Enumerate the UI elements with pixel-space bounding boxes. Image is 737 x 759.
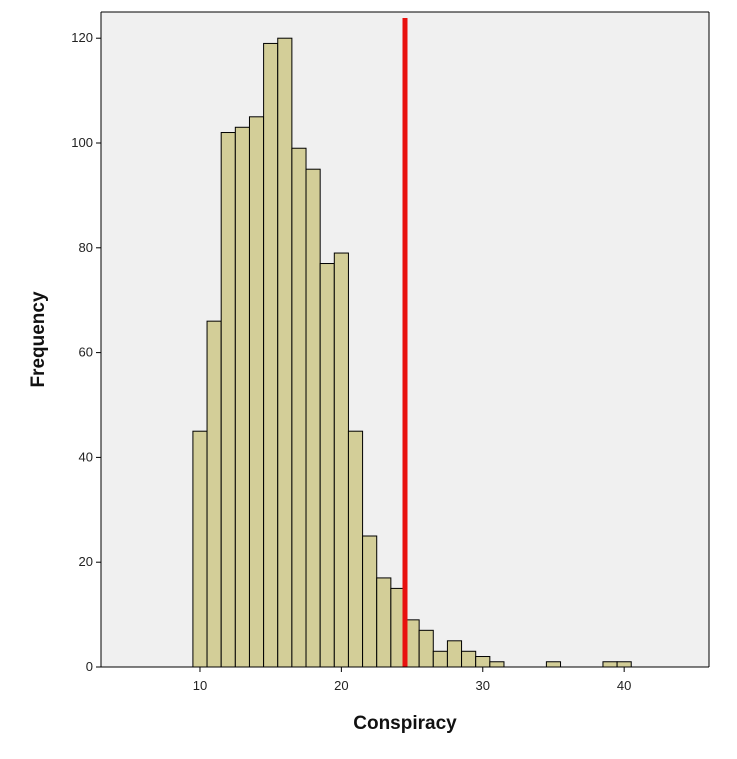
histogram-bar: [461, 650, 477, 668]
x-tick-label: 30: [476, 678, 490, 693]
y-axis-title: Frequency: [28, 291, 49, 388]
y-tick-label: 20: [79, 554, 93, 569]
y-tick-label: 120: [71, 30, 93, 45]
histogram-bar: [347, 430, 364, 668]
y-tick-label: 80: [79, 240, 93, 255]
histogram-bar: [220, 132, 236, 668]
histogram-bar: [333, 252, 349, 668]
histogram-bar: [305, 168, 321, 668]
histogram-bar: [291, 147, 307, 668]
bars-group: [192, 37, 632, 668]
y-tick-label: 60: [79, 345, 93, 360]
histogram-bar: [234, 126, 250, 668]
histogram-bar: [602, 661, 618, 668]
x-tick-label: 40: [617, 678, 631, 693]
x-axis-title: Conspiracy: [353, 713, 457, 734]
histogram-bar: [362, 535, 378, 668]
histogram-bar: [192, 430, 208, 668]
histogram-bar: [277, 37, 293, 668]
histogram-bar: [489, 661, 505, 668]
y-tick-label: 0: [86, 659, 93, 674]
y-tick-label: 100: [71, 135, 93, 150]
histogram-bar: [319, 263, 335, 668]
x-tick-label: 20: [334, 678, 348, 693]
histogram-bar: [418, 629, 434, 668]
histogram-bar: [432, 650, 448, 668]
histogram-bar: [263, 42, 279, 668]
histogram-bar: [475, 656, 491, 668]
histogram-bar: [545, 661, 562, 668]
histogram-bar: [616, 661, 632, 668]
histogram-bar: [376, 577, 392, 668]
x-tick-label: 10: [193, 678, 207, 693]
histogram-bar: [248, 116, 265, 668]
axes-group: 0 20 40 60 80 100 120 10 20 30 40: [71, 11, 710, 693]
histogram-bar: [206, 320, 222, 668]
y-tick-label: 40: [79, 449, 93, 464]
histogram-bar: [446, 640, 463, 668]
